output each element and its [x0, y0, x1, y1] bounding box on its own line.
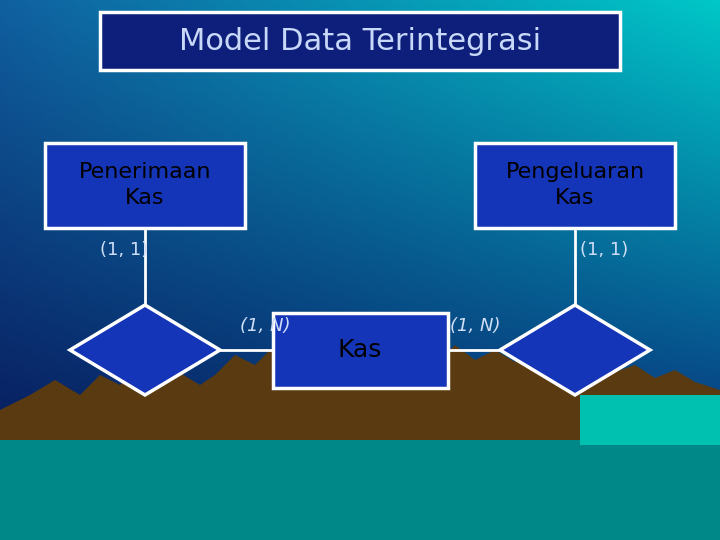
Text: (1, 1): (1, 1) [580, 241, 629, 259]
Text: Penerimaan
Kas: Penerimaan Kas [78, 162, 211, 208]
Bar [580, 395, 720, 445]
Text: (1, N): (1, N) [240, 317, 290, 335]
Polygon shape [500, 305, 650, 395]
Bar [100, 12, 620, 70]
Bar [475, 143, 675, 227]
Text: Pengeluaran
Kas: Pengeluaran Kas [505, 162, 644, 208]
Polygon shape [70, 305, 220, 395]
Text: (1, 1): (1, 1) [100, 241, 148, 259]
Bar [0, 435, 720, 540]
Polygon shape [0, 330, 720, 440]
Text: Kas: Kas [338, 338, 382, 362]
Text: (1, N): (1, N) [450, 317, 500, 335]
Bar [272, 313, 448, 388]
Text: Model Data Terintegrasi: Model Data Terintegrasi [179, 26, 541, 56]
Bar [45, 143, 245, 227]
